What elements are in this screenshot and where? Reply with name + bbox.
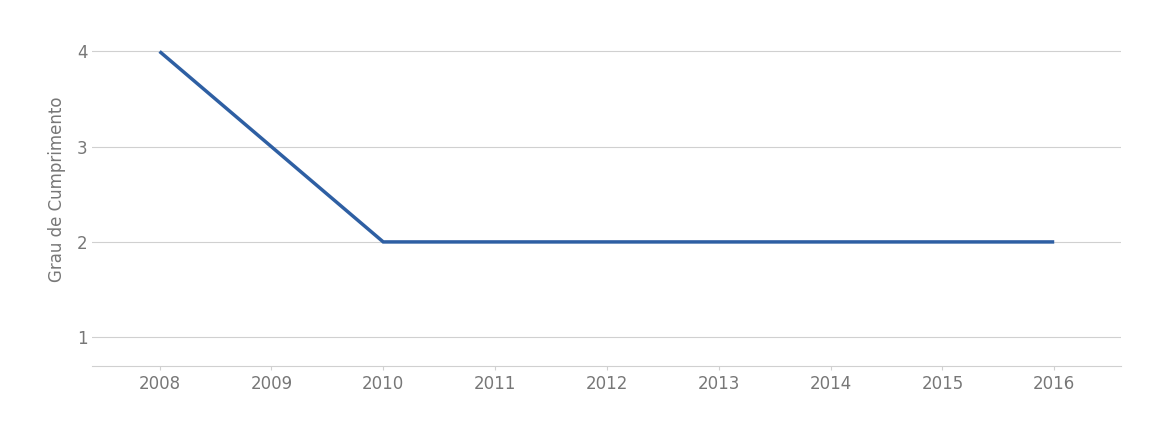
Y-axis label: Grau de Cumprimento: Grau de Cumprimento [47,97,66,282]
